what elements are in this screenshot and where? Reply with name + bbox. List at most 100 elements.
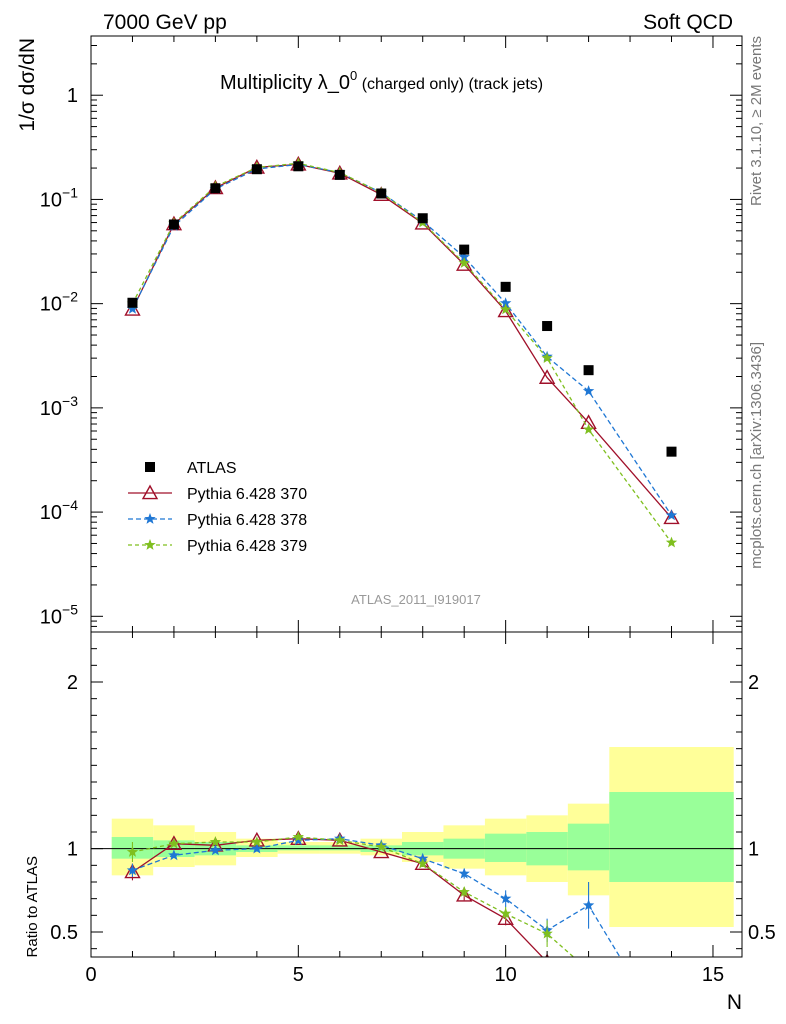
ratio-series-point [583, 964, 594, 975]
uncertainty-band-inner [609, 792, 734, 882]
upper-series-point [499, 297, 512, 309]
lower-panel: 0 5 10 15 0.5 0.5 1 1 2 2 [50, 631, 776, 986]
upper-series-point [455, 256, 473, 271]
atlas-data-point [542, 321, 553, 332]
ratio-series-line [132, 836, 575, 957]
atlas-data-point [417, 213, 428, 224]
uncertainty-band-inner [484, 833, 527, 862]
upper-y-tick-base: 10 [40, 606, 62, 628]
atlas-data-point [293, 161, 304, 172]
ratio-series-point [455, 886, 473, 902]
x-tick-label: 0 [85, 964, 96, 986]
upper-y-tick-exponent: −1 [62, 184, 78, 200]
uncertainty-band-inner [277, 845, 320, 851]
ratio-series-point [499, 892, 512, 904]
x-axis-label: N [727, 991, 742, 1014]
upper-y-tick-label: 10−2 [40, 289, 78, 316]
x-tick-label: 10 [495, 964, 517, 986]
atlas-data-point [376, 188, 387, 199]
side-mcplots-label: mcplots.cern.ch [arXiv:1306.3436] [748, 342, 765, 569]
ratio-series-point [168, 837, 180, 849]
ratio-series-point [541, 927, 553, 939]
upper-y-tick-base: 10 [40, 502, 62, 524]
legend-marker [144, 539, 156, 550]
lower-plot-area [91, 747, 742, 979]
upper-y-tick-base: 10 [40, 294, 62, 316]
atlas-data-point [210, 183, 221, 194]
lower-y-tick-label-right: 0.5 [748, 922, 776, 944]
upper-y-tick-label: 10−3 [40, 393, 78, 420]
upper-series-point [458, 257, 470, 268]
ratio-series-point [168, 849, 180, 861]
upper-y-tick-exponent: −5 [62, 601, 78, 617]
legend-label-atlas: ATLAS [187, 460, 237, 477]
upper-y-tick-base: 10 [40, 189, 62, 211]
plot-title-sup: 0 [350, 68, 357, 83]
plot-title: Multiplicity λ_00 (charged only) (track … [220, 68, 543, 94]
watermark-analysis: ATLAS_2011_I919017 [351, 592, 481, 607]
upper-panel: 10−510−410−310−210−11 [40, 35, 743, 633]
ratio-series-point [126, 864, 139, 876]
upper-y-tick-label: 10−5 [40, 601, 78, 628]
legend-label: Pythia 6.428 379 [187, 538, 307, 555]
legend: ATLAS Pythia 6.428 370 Pythia 6.428 378 Pyt… [128, 460, 307, 555]
ratio-series-point [373, 843, 390, 859]
ratio-series-point [497, 910, 514, 925]
ratio-series-point [126, 846, 139, 857]
legend-marker-atlas [145, 462, 155, 472]
uncertainty-band-inner [319, 845, 361, 851]
ratio-series-point [124, 863, 141, 879]
upper-y-tick-base: 1 [67, 85, 78, 107]
lower-y-tick-label-right: 2 [748, 672, 759, 694]
x-tick-label: 5 [293, 964, 304, 986]
atlas-data-point [168, 219, 179, 230]
header-right: Soft QCD [643, 11, 733, 34]
ratio-series-point [251, 842, 263, 854]
ratio-series-point [458, 867, 470, 879]
ratio-series-point [499, 907, 512, 919]
upper-series-point [541, 352, 553, 363]
legend-label: Pythia 6.428 378 [187, 512, 307, 529]
lower-ylabel: Ratio to ATLAS [24, 856, 41, 957]
ratio-series-point [375, 841, 387, 852]
upper-y-tick-label: 1 [67, 85, 78, 107]
upper-series-point [458, 251, 470, 262]
legend-marker [141, 484, 159, 500]
upper-y-tick-exponent: −4 [62, 497, 78, 513]
ratio-series-point [417, 857, 429, 869]
uncertainty-band-inner [567, 823, 610, 871]
ratio-series-point [209, 844, 222, 856]
atlas-data-point [583, 365, 594, 376]
ratio-series-point [582, 899, 595, 911]
legend-marker [144, 513, 156, 524]
atlas-data-point [500, 281, 511, 292]
lower-frame [90, 631, 743, 958]
plot-title-main: Multiplicity λ_0 [220, 72, 350, 94]
upper-series-point [126, 302, 139, 314]
lower-y-tick-label-left: 0.5 [50, 922, 78, 944]
x-tick-label: 15 [702, 964, 724, 986]
atlas-data-point [251, 164, 262, 175]
ratio-series-point [251, 836, 263, 847]
lower-y-tick-label-left: 1 [67, 839, 78, 861]
upper-y-tick-label: 10−1 [40, 184, 78, 211]
upper-y-tick-exponent: −2 [62, 289, 78, 305]
header-left: 7000 GeV pp [103, 11, 227, 34]
upper-y-tick-exponent: −3 [62, 393, 78, 409]
upper-y-tick-base: 10 [40, 398, 62, 420]
upper-series-point [497, 302, 514, 318]
ratio-series-point [334, 834, 346, 846]
upper-series-point [665, 509, 678, 521]
upper-series-point [582, 423, 595, 435]
lower-y-tick-label-right: 1 [748, 839, 759, 861]
upper-series-point [665, 536, 678, 548]
lower-y-tick-label-left: 2 [67, 672, 78, 694]
upper-series-point [538, 369, 556, 384]
upper-y-tick-label: 10−4 [40, 497, 78, 524]
upper-ylabel: 1/σ dσ/dN [16, 38, 39, 132]
atlas-data-point [334, 169, 345, 180]
ratio-series-point [624, 968, 636, 979]
plot-title-sub: (charged only) (track jets) [357, 76, 543, 93]
atlas-data-point [459, 244, 470, 255]
